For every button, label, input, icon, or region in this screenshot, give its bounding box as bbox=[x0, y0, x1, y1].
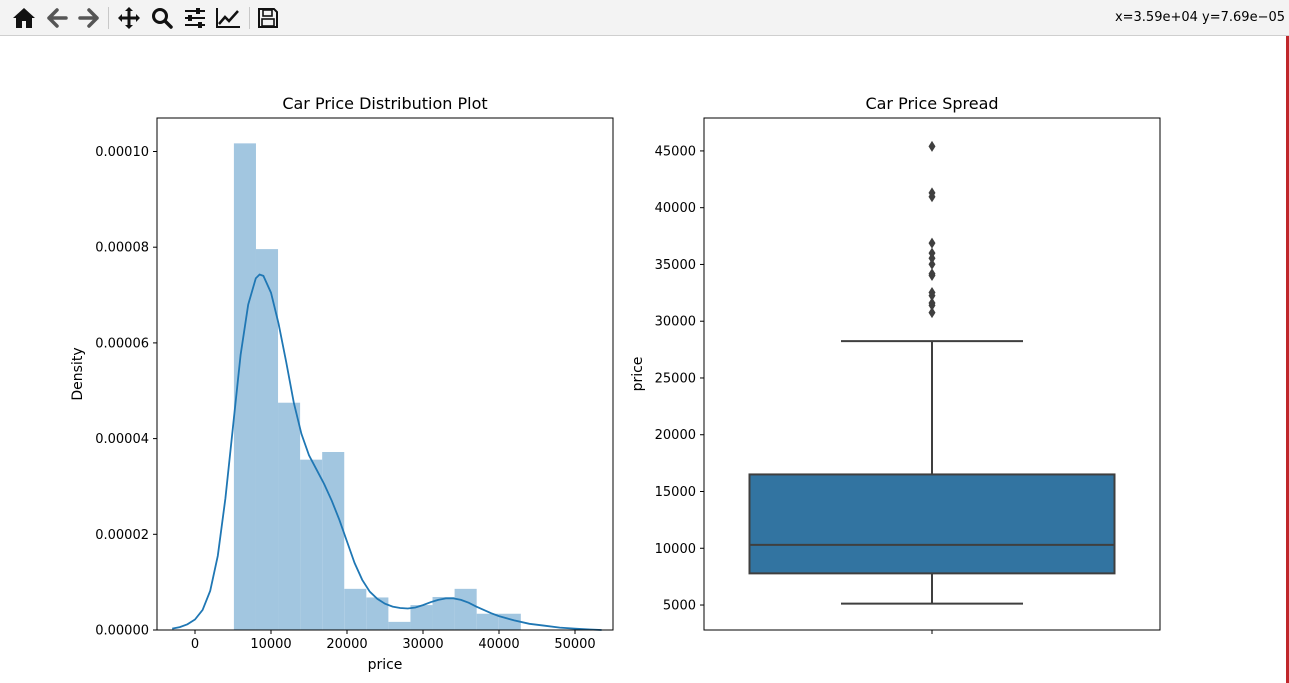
zoom-magnifier-icon[interactable] bbox=[148, 4, 176, 32]
window-edge bbox=[1286, 36, 1289, 683]
outlier-point bbox=[928, 307, 936, 319]
histogram-bar bbox=[432, 596, 455, 630]
plot-frame bbox=[156, 117, 614, 631]
outlier-point bbox=[928, 268, 936, 280]
y-tick-label: 20000 bbox=[655, 428, 696, 443]
save-disk-icon[interactable] bbox=[254, 4, 282, 32]
y-tick-label: 0.00000 bbox=[95, 624, 149, 639]
histogram-bar bbox=[233, 143, 256, 630]
figure-canvas: 0 10000 20000 30000 40000 50000 0.00000 0.00002… bbox=[70, 94, 1161, 673]
toolbar-separator bbox=[108, 7, 109, 29]
outlier-point bbox=[928, 247, 936, 259]
x-tick-label: 30000 bbox=[402, 637, 443, 652]
outlier-point bbox=[928, 187, 936, 199]
home-icon[interactable] bbox=[10, 4, 38, 32]
configure-subplots-icon[interactable] bbox=[181, 4, 209, 32]
x-tick-label: 0 bbox=[191, 637, 199, 652]
kde-line bbox=[172, 273, 602, 631]
toolbar: x=3.59e+04 y=7.69e−05 bbox=[0, 0, 1289, 36]
distribution-plot: 0 10000 20000 30000 40000 50000 0.00000 0.00002… bbox=[70, 94, 614, 673]
outlier-point bbox=[928, 237, 936, 249]
histogram-bar bbox=[322, 451, 345, 630]
toolbar-separator bbox=[249, 7, 250, 29]
x-tick-label: 20000 bbox=[326, 637, 367, 652]
y-tick-label: 0.00002 bbox=[95, 528, 149, 543]
edit-axis-line-icon[interactable] bbox=[214, 4, 242, 32]
histogram-bar bbox=[255, 249, 279, 630]
histogram-bar bbox=[366, 597, 389, 630]
histogram-bar bbox=[410, 605, 433, 630]
outlier-point bbox=[928, 297, 936, 309]
y-axis-label: Density bbox=[70, 347, 86, 400]
cursor-coordinates-readout: x=3.59e+04 y=7.69e−05 bbox=[1114, 10, 1285, 25]
histogram-bar bbox=[476, 613, 499, 630]
y-tick-label: 15000 bbox=[655, 485, 696, 500]
chart-title: Car Price Distribution Plot bbox=[282, 94, 487, 113]
x-tick-label: 50000 bbox=[554, 637, 595, 652]
histogram-bar bbox=[344, 588, 367, 630]
y-tick-label: 25000 bbox=[655, 371, 696, 386]
chart-title: Car Price Spread bbox=[865, 94, 998, 113]
back-arrow-icon[interactable] bbox=[43, 4, 71, 32]
interquartile-box bbox=[748, 473, 1116, 575]
histogram-bar bbox=[454, 588, 477, 630]
y-tick-label: 5000 bbox=[663, 599, 696, 614]
forward-arrow-icon[interactable] bbox=[75, 4, 103, 32]
y-tick-label: 0.00004 bbox=[95, 432, 149, 447]
histogram-bar bbox=[300, 459, 323, 630]
x-tick-label: 40000 bbox=[478, 637, 519, 652]
y-axis-label: price bbox=[630, 357, 646, 392]
y-tick-label: 45000 bbox=[655, 144, 696, 159]
y-tick-label: 10000 bbox=[655, 542, 696, 557]
histogram-bar bbox=[388, 621, 411, 630]
x-tick-label: 10000 bbox=[250, 637, 291, 652]
y-tick-label: 0.00010 bbox=[95, 145, 149, 160]
outlier-point bbox=[928, 286, 936, 298]
outlier-point bbox=[928, 140, 936, 152]
y-tick-label: 30000 bbox=[655, 315, 696, 330]
y-tick-label: 0.00006 bbox=[95, 336, 149, 351]
box-plot: 5000 10000 15000 20000 25000 30000 35000 40000 4… bbox=[630, 94, 1161, 634]
pan-move-icon[interactable] bbox=[115, 4, 143, 32]
histogram-bar bbox=[278, 402, 301, 630]
y-tick-label: 0.00008 bbox=[95, 241, 149, 256]
outlier-point bbox=[928, 258, 936, 270]
x-axis-label: price bbox=[368, 657, 403, 673]
y-tick-label: 35000 bbox=[655, 258, 696, 273]
y-tick-label: 40000 bbox=[655, 201, 696, 216]
